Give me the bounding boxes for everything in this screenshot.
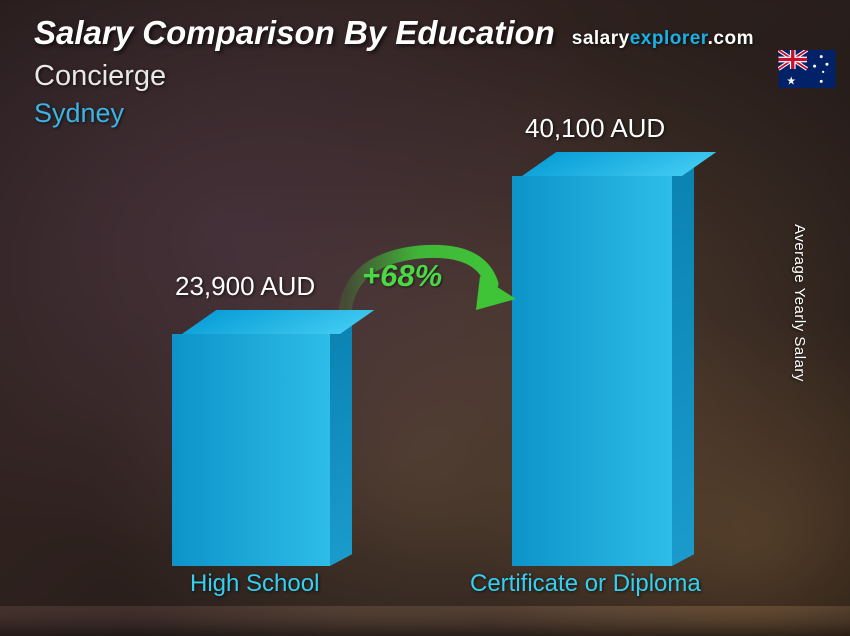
- brand-suffix: .com: [708, 28, 754, 49]
- bar-value-label: 40,100 AUD: [525, 113, 665, 144]
- brand-mid: explorer: [630, 28, 708, 49]
- brand-logo-text: salaryexplorer.com: [572, 28, 754, 50]
- content-layer: Salary Comparison By Education Concierge…: [0, 0, 850, 606]
- bar-chart: 23,900 AUDHigh School40,100 AUDCertifica…: [0, 126, 850, 606]
- subtitle-occupation: Concierge: [34, 60, 166, 93]
- bar-value-label: 23,900 AUD: [175, 271, 315, 302]
- bar-front-face: [512, 176, 672, 566]
- bar-category-label: High School: [190, 570, 319, 598]
- bar-category-label: Certificate or Diploma: [470, 570, 701, 598]
- australia-flag-icon: [778, 50, 836, 88]
- bar-0: [172, 310, 330, 566]
- brand-prefix: salary: [572, 28, 630, 49]
- bar-top-face: [522, 152, 716, 176]
- increase-percent-label: +68%: [362, 258, 442, 294]
- bar-1: [512, 152, 672, 566]
- bar-front-face: [172, 334, 330, 566]
- subtitle-location: Sydney: [34, 98, 124, 129]
- bar-side-face: [672, 152, 694, 566]
- page-title: Salary Comparison By Education: [34, 14, 555, 52]
- bar-side-face: [330, 310, 352, 566]
